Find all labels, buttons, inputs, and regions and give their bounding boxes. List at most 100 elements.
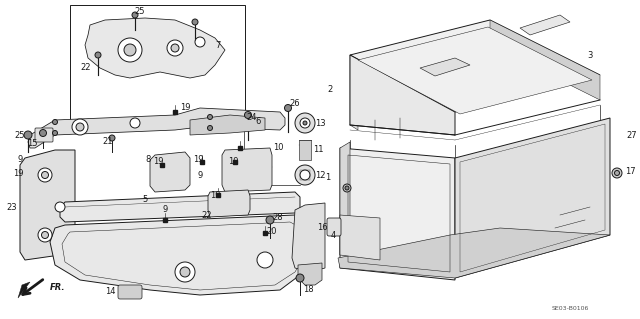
Circle shape — [42, 172, 49, 179]
Circle shape — [167, 40, 183, 56]
Circle shape — [330, 224, 337, 231]
Circle shape — [345, 186, 349, 190]
Text: 4: 4 — [330, 231, 335, 240]
Circle shape — [72, 119, 88, 135]
Circle shape — [109, 135, 115, 141]
Text: 25: 25 — [135, 8, 145, 17]
Text: 20: 20 — [267, 227, 277, 236]
Text: 13: 13 — [315, 118, 325, 128]
Polygon shape — [340, 148, 455, 280]
Polygon shape — [338, 228, 610, 278]
Circle shape — [24, 131, 32, 139]
Circle shape — [266, 216, 274, 224]
Polygon shape — [292, 203, 325, 272]
Circle shape — [118, 38, 142, 62]
Text: 15: 15 — [27, 138, 37, 147]
Text: 19: 19 — [228, 158, 238, 167]
Text: 9: 9 — [197, 170, 203, 180]
Text: 27: 27 — [627, 130, 637, 139]
Text: SE03-B0106: SE03-B0106 — [551, 306, 589, 310]
Text: 22: 22 — [81, 63, 92, 72]
Circle shape — [612, 168, 622, 178]
Polygon shape — [298, 263, 322, 285]
Circle shape — [42, 232, 49, 239]
Text: 18: 18 — [303, 286, 314, 294]
Circle shape — [192, 19, 198, 25]
Polygon shape — [520, 15, 570, 35]
Text: 2: 2 — [328, 85, 333, 94]
Polygon shape — [350, 55, 455, 135]
Text: 19: 19 — [13, 168, 23, 177]
Circle shape — [257, 252, 273, 268]
FancyBboxPatch shape — [327, 218, 341, 236]
Circle shape — [333, 226, 335, 228]
Circle shape — [207, 115, 212, 120]
Polygon shape — [50, 215, 315, 295]
Circle shape — [124, 44, 136, 56]
Text: 16: 16 — [317, 224, 327, 233]
Text: 14: 14 — [105, 287, 115, 296]
Circle shape — [195, 37, 205, 47]
Circle shape — [343, 184, 351, 192]
Text: 1: 1 — [325, 174, 331, 182]
Polygon shape — [60, 192, 300, 222]
Text: FR.: FR. — [50, 284, 65, 293]
Text: 7: 7 — [215, 41, 221, 49]
Circle shape — [295, 165, 315, 185]
Circle shape — [95, 52, 101, 58]
Circle shape — [52, 120, 58, 124]
Polygon shape — [490, 20, 600, 100]
Text: 9: 9 — [17, 155, 22, 165]
Circle shape — [180, 267, 190, 277]
Circle shape — [614, 170, 620, 175]
Text: 24: 24 — [247, 114, 257, 122]
Text: 19: 19 — [193, 155, 204, 165]
Text: 19: 19 — [210, 190, 220, 199]
Text: 6: 6 — [255, 117, 260, 127]
Circle shape — [132, 12, 138, 18]
Text: 8: 8 — [145, 155, 150, 165]
Polygon shape — [222, 148, 272, 192]
Text: 9: 9 — [163, 205, 168, 214]
Circle shape — [38, 168, 52, 182]
Circle shape — [303, 121, 307, 125]
Text: 5: 5 — [142, 196, 148, 204]
Text: 11: 11 — [313, 145, 323, 154]
Circle shape — [207, 125, 212, 130]
Polygon shape — [150, 152, 190, 192]
Polygon shape — [208, 190, 250, 217]
Circle shape — [175, 262, 195, 282]
Polygon shape — [350, 55, 358, 130]
Text: 10: 10 — [273, 143, 284, 152]
Text: 12: 12 — [315, 170, 325, 180]
Text: 17: 17 — [625, 167, 636, 176]
Polygon shape — [20, 150, 75, 260]
Text: 25: 25 — [15, 130, 25, 139]
Bar — [300, 170, 310, 180]
Circle shape — [40, 130, 47, 137]
Text: 19: 19 — [153, 158, 163, 167]
Polygon shape — [18, 282, 30, 298]
Circle shape — [296, 274, 304, 282]
Circle shape — [300, 118, 310, 128]
FancyBboxPatch shape — [118, 285, 142, 299]
Circle shape — [55, 202, 65, 212]
Circle shape — [38, 228, 52, 242]
Polygon shape — [85, 18, 225, 78]
Text: 21: 21 — [103, 137, 113, 146]
Circle shape — [52, 130, 58, 136]
Bar — [70, 5, 245, 120]
FancyBboxPatch shape — [35, 128, 53, 142]
Text: 28: 28 — [273, 213, 284, 222]
Text: 23: 23 — [6, 204, 17, 212]
Text: 26: 26 — [290, 100, 300, 108]
Polygon shape — [340, 142, 350, 255]
Circle shape — [76, 123, 84, 131]
Polygon shape — [420, 58, 470, 76]
Text: 22: 22 — [202, 211, 212, 219]
Circle shape — [171, 44, 179, 52]
Text: 19: 19 — [180, 103, 190, 113]
Circle shape — [295, 113, 315, 133]
Circle shape — [300, 170, 310, 180]
Text: 3: 3 — [588, 50, 593, 60]
